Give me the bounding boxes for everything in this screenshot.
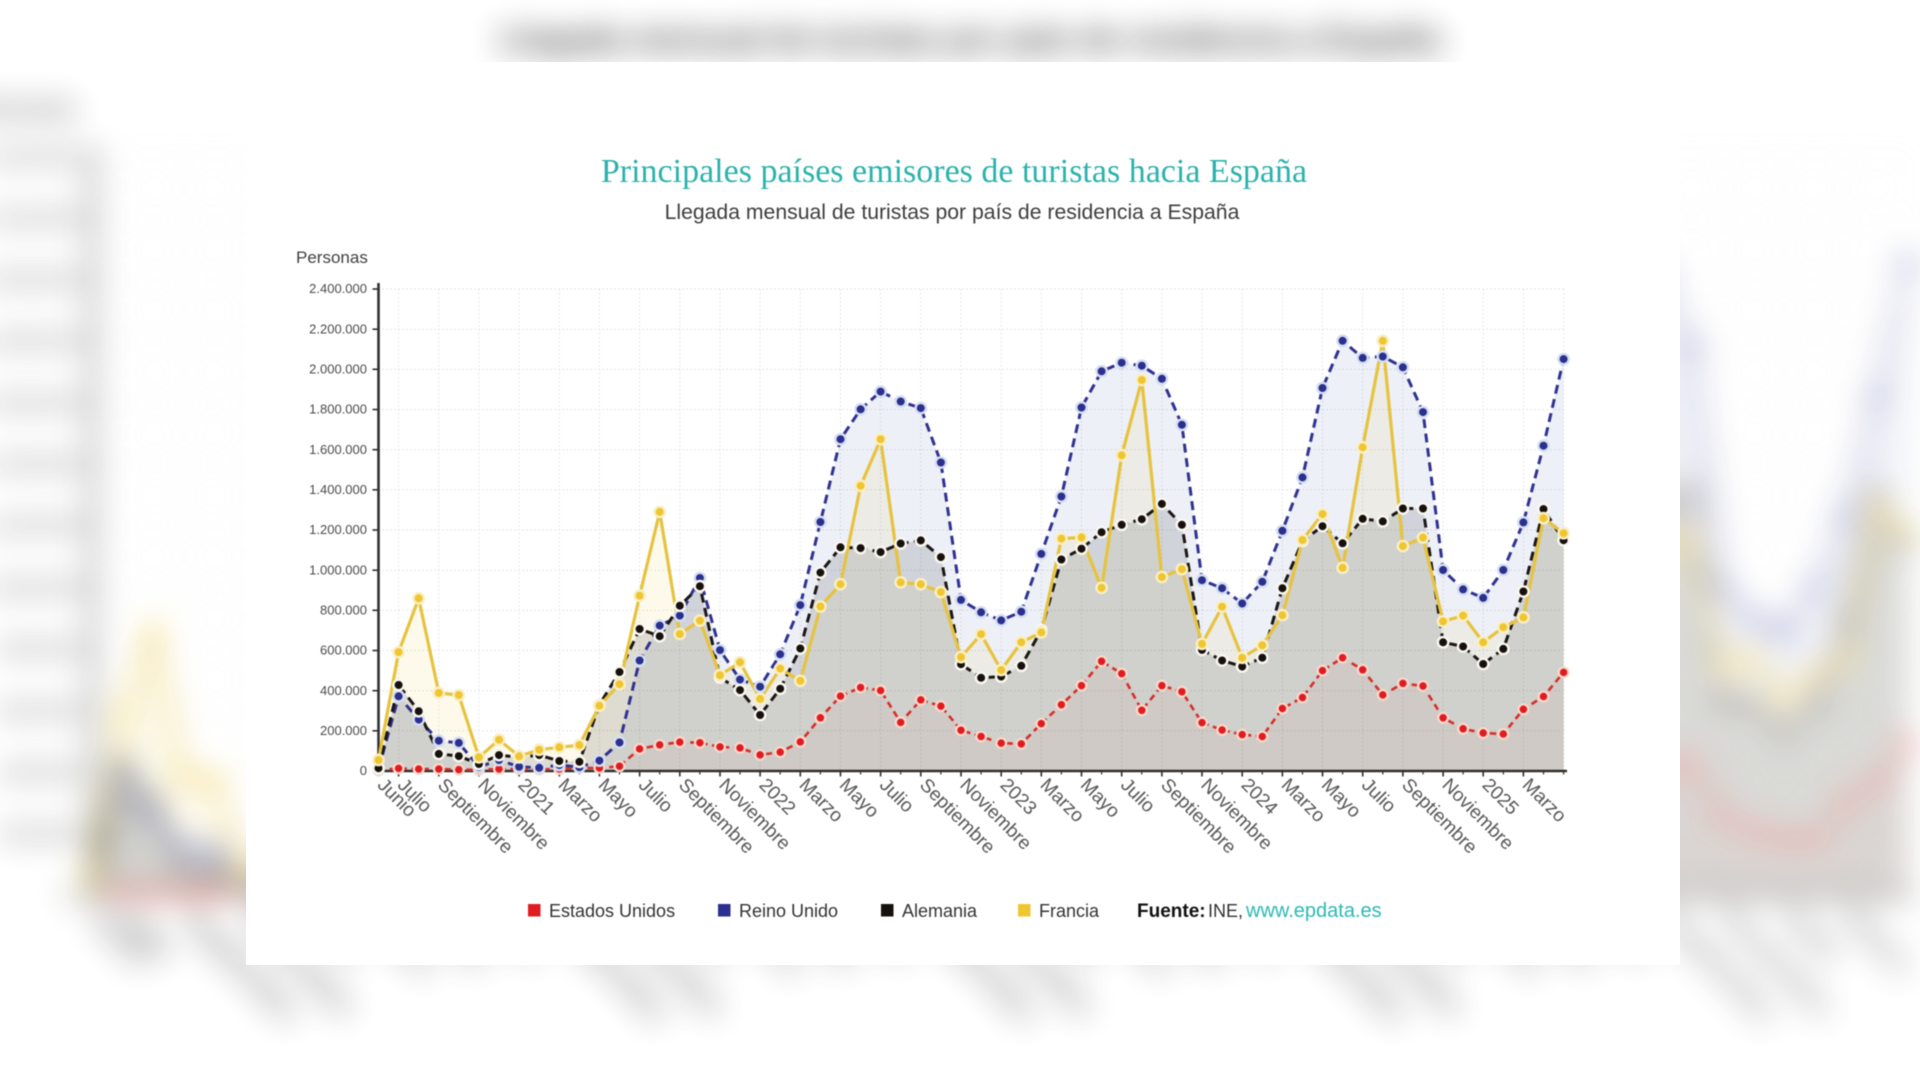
svg-text:600.000: 600.000 [320, 643, 367, 658]
svg-text:800.000: 800.000 [320, 603, 367, 618]
svg-text:0: 0 [360, 763, 367, 778]
svg-text:Reino Unido: Reino Unido [739, 901, 838, 921]
svg-text:1.600.000: 1.600.000 [309, 442, 367, 457]
svg-text:INE,: INE, [1208, 901, 1243, 921]
svg-text:Llegada mensual de turistas po: Llegada mensual de turistas por país de … [500, 21, 1441, 57]
svg-text:Fuente:: Fuente: [1137, 901, 1206, 922]
svg-text:Marzo: Marzo [554, 775, 606, 827]
svg-text:1.200.000: 1.200.000 [309, 522, 367, 537]
svg-text:Francia: Francia [1039, 901, 1100, 921]
svg-text:Marzo: Marzo [1036, 775, 1088, 827]
svg-text:400.000: 400.000 [2, 762, 74, 784]
svg-text:Julio: Julio [1357, 775, 1399, 817]
svg-text:2.400.000: 2.400.000 [0, 146, 74, 168]
svg-text:2.400.000: 2.400.000 [309, 281, 367, 296]
svg-text:400.000: 400.000 [320, 683, 367, 698]
svg-text:www.epdata.es: www.epdata.es [1245, 900, 1382, 922]
svg-text:Estados Unidos: Estados Unidos [549, 901, 675, 921]
svg-text:Marzo: Marzo [1518, 775, 1570, 827]
svg-text:1.800.000: 1.800.000 [0, 331, 74, 353]
svg-text:Alemania: Alemania [902, 901, 978, 921]
svg-text:Julio: Julio [875, 775, 917, 817]
svg-text:600.000: 600.000 [2, 700, 74, 722]
svg-text:1.200.000: 1.200.000 [0, 516, 74, 538]
svg-text:2.000.000: 2.000.000 [0, 270, 74, 292]
svg-text:1.400.000: 1.400.000 [0, 454, 74, 476]
svg-text:Julio: Julio [634, 775, 676, 817]
svg-text:200.000: 200.000 [2, 823, 74, 845]
svg-text:Marzo: Marzo [1277, 775, 1329, 827]
svg-text:Marzo: Marzo [795, 775, 847, 827]
svg-text:2.200.000: 2.200.000 [309, 321, 367, 336]
svg-text:1.600.000: 1.600.000 [0, 393, 74, 415]
svg-text:0: 0 [63, 885, 74, 907]
svg-text:Llegada mensual de turistas po: Llegada mensual de turistas por país de … [665, 201, 1240, 224]
svg-text:2.200.000: 2.200.000 [0, 208, 74, 230]
svg-text:1.400.000: 1.400.000 [309, 482, 367, 497]
svg-text:1.000.000: 1.000.000 [309, 562, 367, 577]
svg-text:Principales países emisores de: Principales países emisores de turistas … [601, 153, 1307, 190]
svg-text:1.000.000: 1.000.000 [0, 577, 74, 599]
svg-text:Personas: Personas [296, 248, 368, 267]
svg-text:2.000.000: 2.000.000 [309, 362, 367, 377]
svg-text:Personas: Personas [0, 93, 75, 123]
svg-text:200.000: 200.000 [320, 723, 367, 738]
svg-text:Julio: Julio [1116, 775, 1158, 817]
svg-text:1.800.000: 1.800.000 [309, 402, 367, 417]
svg-text:800.000: 800.000 [2, 639, 74, 661]
